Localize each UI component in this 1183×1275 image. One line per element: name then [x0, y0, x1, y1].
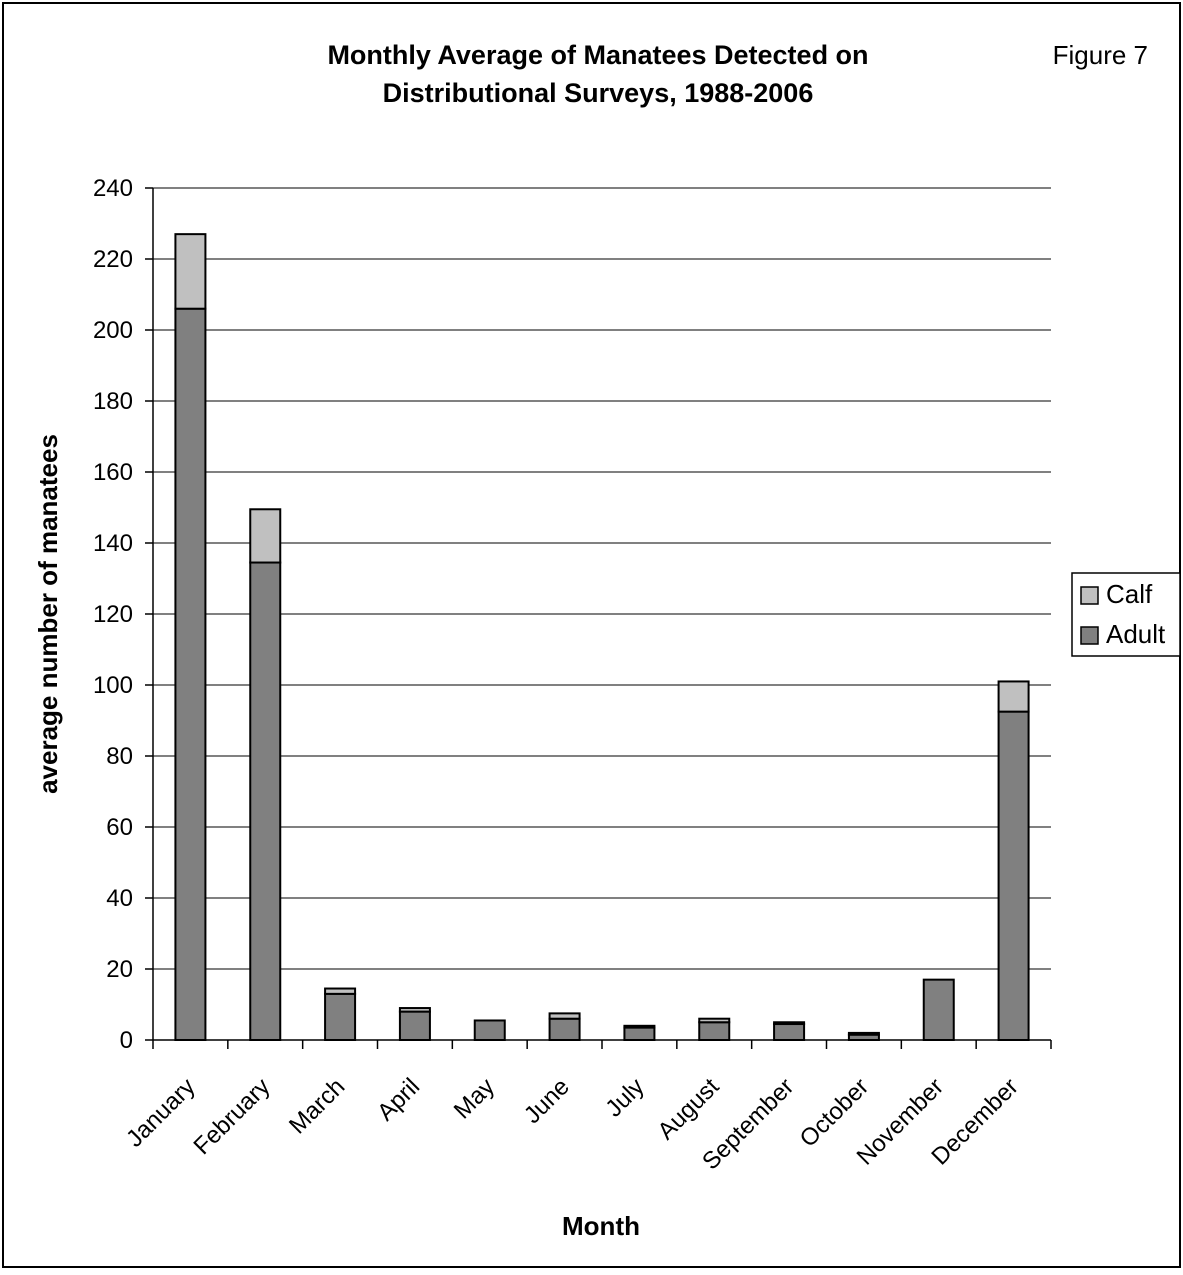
bar-adult-march — [324, 992, 357, 1041]
y-tick-label: 200 — [93, 317, 133, 344]
y-tick-label: 100 — [93, 672, 133, 699]
bar-adult-november — [922, 978, 955, 1042]
bar-adult-january — [174, 307, 207, 1041]
figure-label: Figure 7 — [1053, 40, 1148, 70]
y-tick-label: 160 — [93, 459, 133, 486]
legend-label-adult: Adult — [1106, 619, 1166, 649]
bar-adult-september — [773, 1023, 806, 1042]
chart-title-line-1: Monthly Average of Manatees Detected on — [327, 40, 868, 70]
bars — [174, 233, 1030, 1042]
y-axis-title: average number of manatees — [33, 434, 63, 794]
bar-adult-april — [398, 1010, 431, 1041]
bar-adult-august — [698, 1021, 731, 1041]
legend-swatch-adult — [1080, 626, 1099, 645]
x-axis-title: Month — [562, 1211, 640, 1241]
gridlines — [153, 187, 1051, 970]
y-tick-label: 180 — [93, 388, 133, 415]
bar-calf-october — [847, 1031, 880, 1036]
axes — [145, 187, 1052, 1049]
bar-calf-december — [997, 680, 1030, 713]
bar-adult-may — [473, 1019, 506, 1041]
y-tick-label: 80 — [106, 743, 133, 770]
bar-calf-september — [773, 1021, 806, 1026]
bar-calf-august — [698, 1017, 731, 1024]
legend-swatch-calf — [1080, 586, 1099, 605]
bar-calf-july — [623, 1024, 656, 1029]
y-tick-label: 40 — [106, 885, 133, 912]
bar-calf-june — [548, 1012, 581, 1020]
y-tick-label: 120 — [93, 601, 133, 628]
y-tick-labels: 0 20 40 60 80 100 120 140 160 180 200 220 240 — [93, 175, 133, 1054]
bar-calf-march — [324, 987, 357, 995]
bar-calf-january — [174, 233, 207, 310]
y-tick-label: 20 — [106, 956, 133, 983]
y-tick-label: 140 — [93, 530, 133, 557]
y-tick-label: 220 — [93, 246, 133, 273]
y-tick-label: 0 — [120, 1027, 133, 1054]
legend: Calf Adult — [1071, 572, 1181, 657]
bar-calf-april — [398, 1007, 431, 1013]
y-tick-label: 240 — [93, 175, 133, 202]
bar-calf-february — [249, 508, 282, 564]
bar-adult-february — [249, 561, 282, 1042]
bar-adult-june — [548, 1017, 581, 1042]
y-tick-label: 60 — [106, 814, 133, 841]
bar-adult-december — [997, 710, 1030, 1041]
bar-adult-july — [623, 1026, 656, 1041]
chart-title-line-2: Distributional Surveys, 1988-2006 — [383, 78, 814, 108]
legend-label-calf: Calf — [1106, 579, 1153, 609]
